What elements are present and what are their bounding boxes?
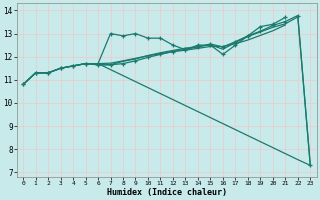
X-axis label: Humidex (Indice chaleur): Humidex (Indice chaleur): [107, 188, 227, 197]
